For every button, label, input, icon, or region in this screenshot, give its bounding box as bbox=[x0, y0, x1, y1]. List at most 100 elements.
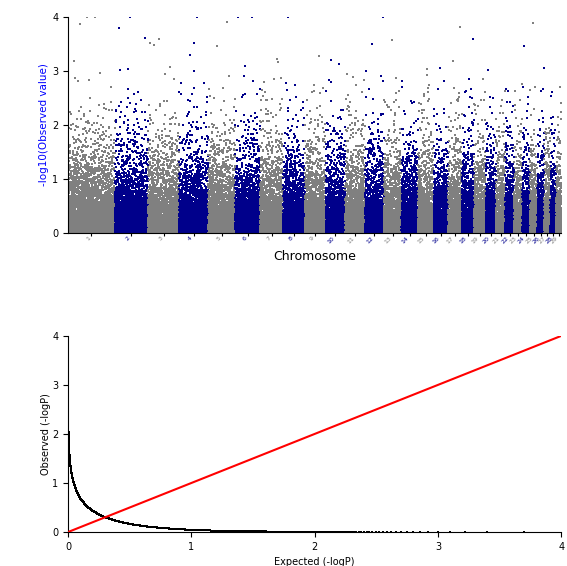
Point bbox=[101, 513, 111, 522]
Point bbox=[130, 187, 139, 196]
Point bbox=[542, 202, 551, 211]
Point bbox=[369, 228, 378, 237]
Point bbox=[398, 222, 407, 231]
Point bbox=[341, 208, 350, 217]
Point bbox=[100, 224, 109, 233]
Point bbox=[73, 188, 82, 197]
Point bbox=[285, 191, 294, 200]
Point bbox=[252, 175, 261, 184]
Point bbox=[202, 222, 211, 231]
Point bbox=[532, 196, 541, 205]
Point bbox=[439, 218, 448, 228]
Point bbox=[64, 415, 73, 424]
Point bbox=[363, 208, 373, 217]
Point bbox=[83, 227, 92, 236]
Point bbox=[303, 221, 312, 230]
Point bbox=[208, 226, 217, 235]
Point bbox=[470, 209, 479, 218]
Point bbox=[225, 221, 234, 230]
Point bbox=[545, 217, 555, 226]
Point bbox=[390, 220, 399, 229]
Point bbox=[257, 182, 266, 191]
Point bbox=[435, 192, 444, 201]
Point bbox=[145, 198, 154, 207]
Point bbox=[473, 185, 482, 194]
Point bbox=[115, 140, 124, 149]
Point bbox=[126, 225, 136, 234]
Point bbox=[380, 201, 390, 211]
Point bbox=[318, 223, 327, 232]
Point bbox=[170, 214, 179, 223]
Point bbox=[397, 191, 407, 200]
Point bbox=[176, 226, 185, 235]
Point bbox=[366, 189, 375, 198]
Point bbox=[221, 225, 230, 234]
Point bbox=[333, 228, 342, 237]
Point bbox=[81, 500, 90, 509]
Point bbox=[79, 226, 88, 235]
Point bbox=[74, 491, 83, 500]
Point bbox=[147, 522, 156, 531]
Point bbox=[406, 96, 415, 105]
Point bbox=[70, 207, 79, 216]
Point bbox=[477, 222, 486, 231]
Point bbox=[345, 212, 354, 221]
Point bbox=[134, 217, 143, 226]
Point bbox=[511, 214, 521, 223]
Point bbox=[196, 222, 205, 231]
Point bbox=[291, 221, 300, 230]
Point bbox=[498, 226, 507, 235]
Point bbox=[166, 127, 175, 136]
Point bbox=[361, 208, 370, 217]
Point bbox=[417, 208, 426, 217]
Point bbox=[281, 220, 290, 229]
Point bbox=[411, 222, 420, 231]
Point bbox=[87, 202, 96, 211]
Point bbox=[457, 178, 466, 187]
Point bbox=[123, 187, 132, 196]
Point bbox=[248, 218, 257, 228]
Point bbox=[364, 213, 373, 222]
Point bbox=[221, 221, 230, 230]
Point bbox=[176, 225, 185, 234]
Point bbox=[210, 183, 219, 192]
Point bbox=[317, 225, 326, 234]
Point bbox=[221, 210, 230, 219]
Point bbox=[455, 218, 464, 228]
Point bbox=[329, 150, 338, 159]
Point bbox=[66, 140, 75, 149]
Point bbox=[406, 216, 415, 225]
Point bbox=[473, 174, 482, 183]
Point bbox=[538, 220, 547, 229]
Point bbox=[464, 205, 473, 214]
Point bbox=[367, 219, 376, 228]
Point bbox=[323, 221, 332, 230]
Point bbox=[423, 198, 432, 207]
Point bbox=[551, 174, 560, 183]
Point bbox=[488, 227, 497, 236]
Point bbox=[503, 166, 513, 175]
Point bbox=[142, 209, 151, 218]
Point bbox=[337, 224, 346, 233]
Point bbox=[372, 215, 381, 224]
Point bbox=[384, 209, 393, 218]
Point bbox=[284, 220, 293, 229]
Point bbox=[535, 211, 544, 220]
Point bbox=[69, 478, 78, 487]
Point bbox=[96, 219, 105, 228]
Point bbox=[269, 198, 278, 207]
Point bbox=[438, 191, 447, 200]
Point bbox=[388, 202, 397, 211]
Point bbox=[121, 226, 130, 235]
Point bbox=[98, 511, 107, 520]
Point bbox=[528, 178, 538, 187]
Point bbox=[256, 143, 265, 152]
Point bbox=[412, 225, 421, 234]
Point bbox=[80, 225, 89, 234]
Point bbox=[511, 216, 521, 225]
Point bbox=[471, 212, 480, 221]
Point bbox=[551, 221, 560, 230]
Point bbox=[497, 221, 506, 230]
Point bbox=[98, 218, 107, 227]
Point bbox=[218, 226, 227, 235]
